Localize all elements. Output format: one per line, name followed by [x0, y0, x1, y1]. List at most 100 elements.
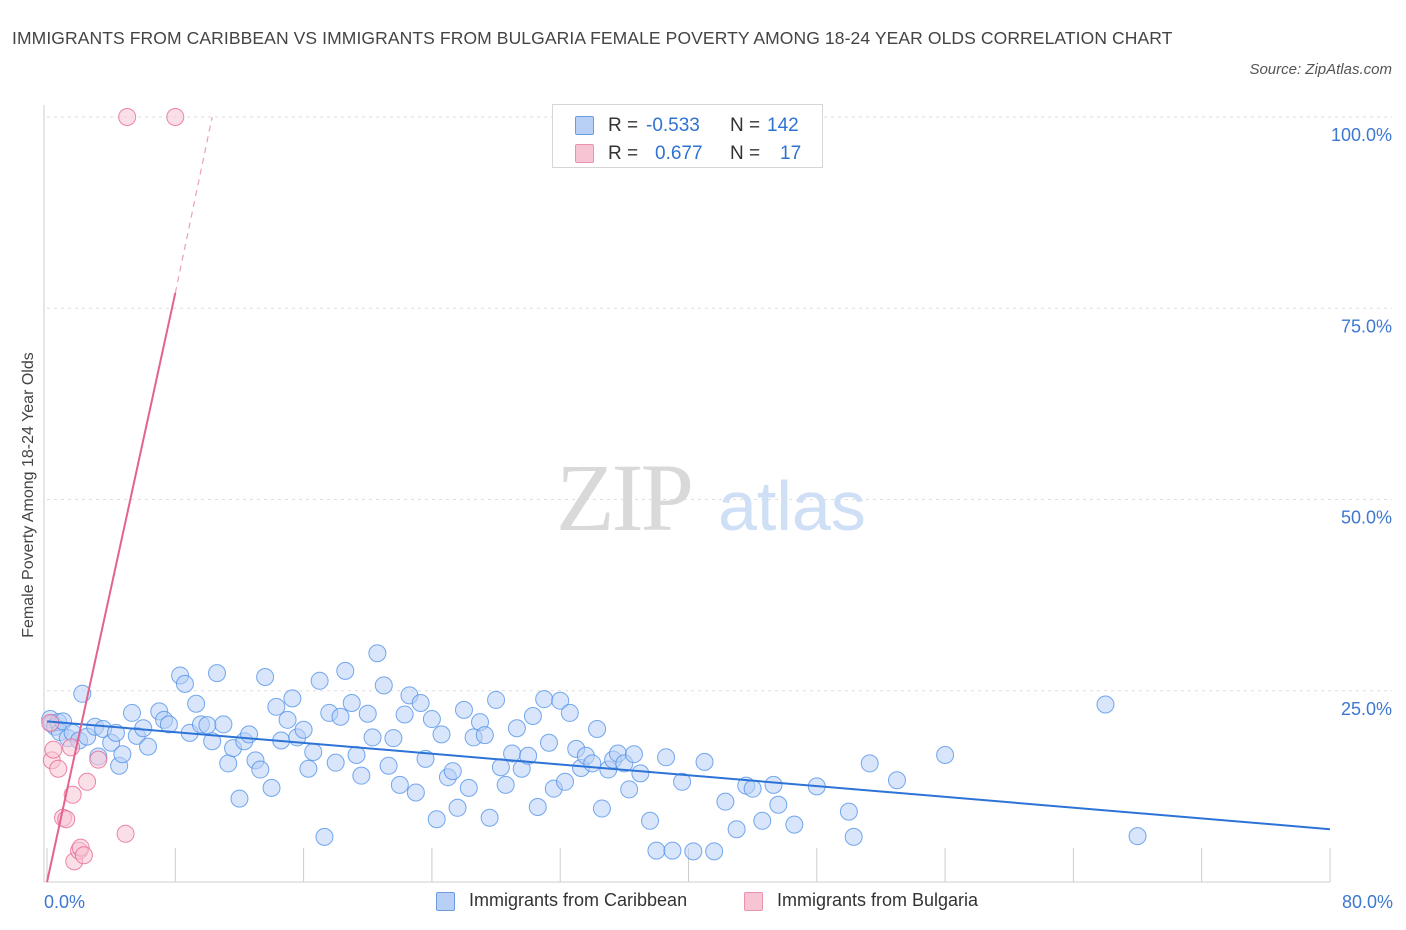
caribbean-point [705, 842, 724, 861]
y-tick-label: 75.0% [1341, 316, 1392, 336]
caribbean-point [647, 841, 666, 860]
caribbean-point [887, 771, 906, 790]
caribbean-point [716, 792, 735, 811]
caribbean-point [588, 720, 607, 738]
caribbean-point [347, 746, 366, 765]
trend-lines [46, 116, 1331, 883]
caribbean-point [379, 756, 398, 775]
watermark-atlas: atlas [718, 467, 866, 545]
caribbean-point [240, 725, 259, 744]
caribbean-point [374, 676, 393, 695]
caribbean-point [769, 795, 788, 814]
caribbean-point [203, 732, 222, 751]
caribbean-point [384, 729, 403, 748]
caribbean-point [684, 842, 703, 861]
caribbean-point [283, 689, 302, 708]
r-label: R = [608, 115, 639, 136]
caribbean-point [262, 778, 281, 797]
caribbean-point [251, 760, 270, 779]
caribbean-point [175, 674, 194, 693]
caribbean-trend-line [46, 720, 1331, 831]
caribbean-point [416, 749, 435, 768]
bulgaria-point [118, 108, 137, 126]
caribbean-point [331, 707, 350, 726]
n-label: N = [730, 143, 761, 164]
caribbean-point [641, 811, 660, 830]
caribbean-point [620, 780, 639, 799]
bulgaria-point [49, 759, 68, 778]
caribbean-point [785, 815, 804, 834]
bulgaria-point [74, 846, 93, 865]
caribbean-point [267, 697, 286, 716]
y-tick-label: 100.0% [1331, 125, 1392, 145]
bulgaria-point [166, 108, 185, 126]
caribbean-point [256, 667, 275, 686]
caribbean-point [583, 754, 602, 773]
caribbean-point [113, 745, 132, 764]
caribbean-point [551, 691, 570, 710]
y-tick-label: 50.0% [1341, 508, 1392, 528]
watermark: ZIP atlas [556, 444, 866, 551]
caribbean-point [507, 719, 526, 738]
bulgaria-point [89, 750, 108, 769]
source-label: Source: ZipAtlas.com [1249, 61, 1392, 78]
bulgaria-point [63, 785, 82, 804]
caribbean-point [727, 820, 746, 839]
caribbean-point [299, 759, 318, 778]
caribbean-legend-swatch [436, 892, 455, 911]
caribbean-point [496, 775, 515, 794]
caribbean-point [519, 746, 538, 765]
caribbean-point [487, 690, 506, 709]
caribbean-point [1128, 827, 1147, 846]
caribbean-point [663, 841, 682, 860]
caribbean-point [187, 694, 206, 713]
caribbean-point [523, 706, 542, 725]
bulgaria-legend-label: Immigrants from Bulgaria [777, 890, 979, 910]
caribbean-point [352, 766, 371, 785]
caribbean-point [480, 808, 499, 827]
caribbean-point [207, 664, 226, 683]
bulgaria-point [44, 740, 63, 759]
caribbean-series [41, 644, 1147, 861]
caribbean-point [310, 671, 329, 690]
caribbean-point [106, 723, 125, 742]
caribbean-point [336, 661, 355, 680]
caribbean-point [395, 705, 414, 724]
caribbean-point [459, 778, 478, 797]
n-label: N = [730, 115, 761, 136]
axes [43, 105, 1331, 883]
caribbean-point [695, 752, 714, 771]
caribbean-point [122, 703, 141, 722]
chart-title: IMMIGRANTS FROM CARIBBEAN VS IMMIGRANTS … [12, 28, 1173, 48]
caribbean-point [214, 715, 233, 734]
caribbean-point [753, 811, 772, 830]
caribbean-swatch [575, 116, 594, 135]
caribbean-point [454, 700, 473, 719]
caribbean-point [326, 753, 345, 772]
caribbean-point [230, 789, 249, 808]
caribbean-point [448, 798, 467, 817]
caribbean-point [1096, 695, 1115, 714]
caribbean-point [198, 716, 217, 735]
n-value: 142 [767, 115, 799, 136]
caribbean-point [304, 742, 323, 761]
caribbean-point [624, 745, 643, 764]
caribbean-point [443, 762, 462, 781]
bulgaria-swatch [575, 144, 594, 163]
caribbean-point [406, 783, 425, 802]
caribbean-point [342, 693, 361, 712]
caribbean-point [278, 710, 297, 729]
watermark-zip: ZIP [556, 444, 691, 551]
series-legend: Immigrants from Caribbean Immigrants fro… [0, 888, 1406, 918]
y-axis-label: Female Poverty Among 18-24 Year Olds [20, 352, 37, 638]
bulgaria-legend-swatch [744, 892, 763, 911]
r-value: 0.677 [655, 143, 703, 164]
caribbean-point [535, 690, 554, 709]
caribbean-point [673, 772, 692, 791]
n-value: 17 [780, 143, 802, 164]
gridlines [47, 116, 1392, 692]
tick-labels: 100.0% 75.0% 50.0% 25.0% 0.0% 80.0% [44, 125, 1393, 912]
caribbean-point [936, 746, 955, 765]
caribbean-point [390, 775, 409, 794]
